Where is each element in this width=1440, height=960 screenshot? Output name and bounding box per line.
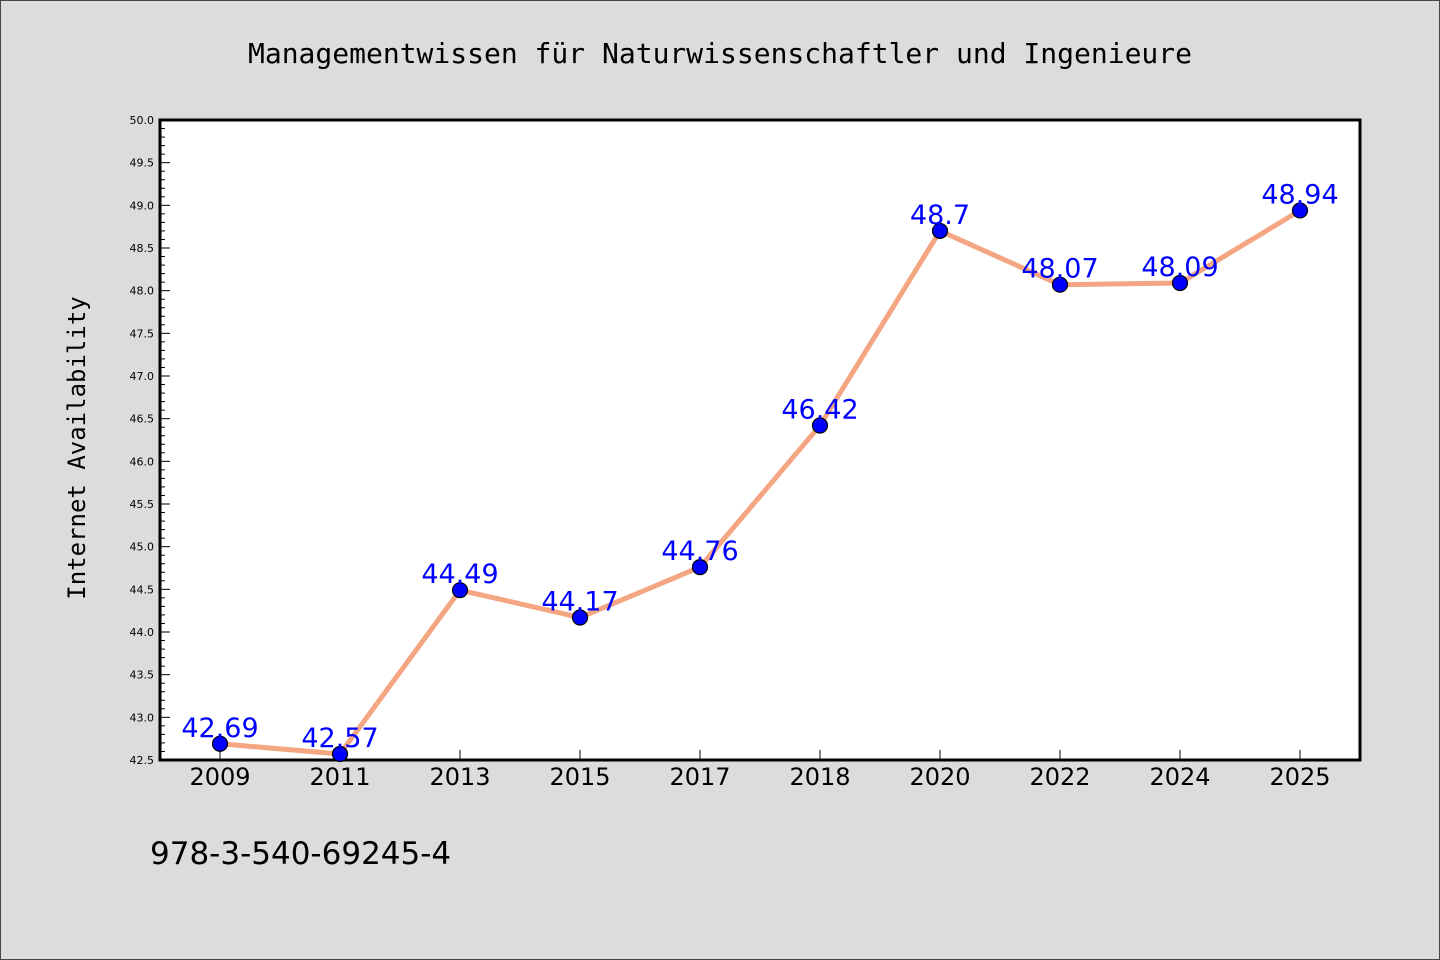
y-tick-label: 44.5 <box>130 583 155 596</box>
data-label: 42.57 <box>301 723 378 754</box>
x-axis: 2009 2011 2013 2015 2017 2018 2020 2022 2024 2025 <box>189 750 1331 791</box>
y-tick-label: 50.0 <box>130 114 155 127</box>
y-tick-label: 43.5 <box>130 669 155 682</box>
data-point <box>1171 274 1189 292</box>
data-point <box>1291 202 1309 219</box>
data-point <box>931 222 949 240</box>
x-tick-label: 2015 <box>549 763 610 791</box>
data-point <box>811 417 829 434</box>
x-tick-label: 2024 <box>1149 763 1210 791</box>
y-tick-label: 49.5 <box>130 157 155 170</box>
plot-area <box>158 118 1362 762</box>
x-tick-label: 2020 <box>909 763 970 791</box>
data-label: 46.42 <box>781 394 858 425</box>
y-tick-label: 42.5 <box>130 754 155 767</box>
y-axis: 42.5 43.0 43.5 44.0 44.5 45.0 45.5 46.0 46.5 47.0… <box>130 114 170 767</box>
y-tick-label: 49.0 <box>130 199 155 212</box>
y-tick-label: 48.0 <box>130 285 155 298</box>
data-label: 42.69 <box>181 713 258 744</box>
data-point <box>451 582 469 599</box>
x-tick-label: 2018 <box>789 763 850 791</box>
data-label: 44.17 <box>541 586 618 617</box>
y-tick-label: 47.5 <box>130 327 155 340</box>
y-tick-label: 46.5 <box>130 413 155 426</box>
series-line <box>217 208 1303 757</box>
data-point <box>691 559 709 576</box>
y-tick-label: 47.0 <box>130 370 155 383</box>
x-tick-label: 2025 <box>1269 763 1330 791</box>
data-label: 48.07 <box>1021 254 1098 285</box>
data-label: 44.76 <box>661 536 738 567</box>
data-labels: 42.69 42.57 44.49 44.17 44.76 46.42 48.7 48.07 4… <box>181 179 1338 754</box>
data-point <box>211 735 229 752</box>
y-tick-label: 45.0 <box>130 541 155 554</box>
y-tick-label: 46.0 <box>130 455 155 468</box>
x-tick-label: 2013 <box>429 763 490 791</box>
data-point <box>571 609 589 626</box>
data-label: 44.49 <box>421 559 498 590</box>
data-label: 48.94 <box>1261 179 1338 210</box>
chart-title: Managementwissen für Naturwissenschaftle… <box>248 37 1192 70</box>
x-tick-label: 2022 <box>1029 763 1090 791</box>
x-tick-label: 2009 <box>189 763 250 791</box>
y-tick-label: 44.0 <box>130 626 155 639</box>
x-tick-label: 2017 <box>669 763 730 791</box>
y-tick-label: 43.0 <box>130 711 155 724</box>
data-point <box>331 745 349 763</box>
data-markers <box>211 202 1309 763</box>
data-point <box>1051 276 1069 293</box>
y-tick-label: 45.5 <box>130 498 155 511</box>
data-label: 48.09 <box>1141 252 1218 283</box>
y-axis-label: Internet Availability <box>63 296 91 599</box>
data-label: 48.7 <box>910 200 970 231</box>
y-tick-label: 48.5 <box>130 242 155 255</box>
x-tick-label: 2011 <box>309 763 370 791</box>
footer-text: 978-3-540-69245-4 <box>150 836 451 872</box>
